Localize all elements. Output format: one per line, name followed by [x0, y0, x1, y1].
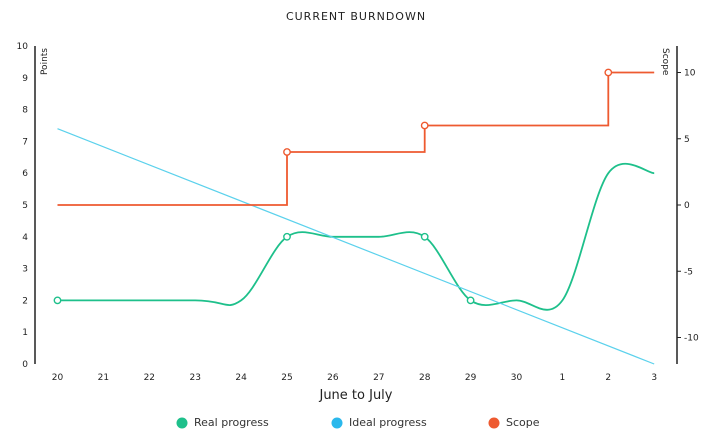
x-tick-label: 22 [144, 373, 155, 383]
x-tick-label: 29 [465, 373, 477, 383]
scope-line [57, 71, 655, 206]
left-y-tick-label: 8 [22, 106, 28, 116]
right-y-tick-label: -5 [684, 267, 693, 277]
real-progress-point[interactable] [283, 232, 291, 241]
scope-point[interactable] [604, 68, 613, 77]
x-tick-label: 27 [373, 373, 384, 383]
left-y-tick-label: 3 [22, 265, 28, 275]
scope-point[interactable] [420, 121, 429, 130]
left-y-tick-label: 7 [22, 137, 28, 147]
right-y-tick-labels: -10 -5 0 5 10 [677, 69, 699, 344]
ideal-progress-line [57, 128, 655, 365]
left-y-tick-label: 0 [22, 360, 28, 370]
x-tick-label: 2 [605, 373, 611, 383]
x-tick-label: 23 [189, 373, 200, 383]
x-tick-label: 25 [281, 373, 292, 383]
x-tick-label: 1 [560, 373, 566, 383]
left-y-tick-label: 9 [22, 74, 28, 84]
legend: Real progress Ideal progress Scope [176, 416, 540, 429]
series-layer [53, 68, 655, 365]
x-tick-labels: 20 21 22 23 24 25 26 27 28 29 30 1 2 3 [52, 373, 657, 383]
x-tick-label: 3 [651, 373, 657, 383]
legend-scope-label[interactable]: Scope [506, 416, 540, 429]
x-tick-label: 24 [235, 373, 247, 383]
x-axis-label: June to July [318, 388, 392, 403]
left-y-tick-label: 2 [22, 296, 28, 306]
real-progress-point[interactable] [466, 296, 475, 305]
left-y-tick-label: 4 [22, 233, 28, 243]
right-y-tick-label: 0 [684, 201, 690, 211]
x-tick-label: 21 [98, 373, 109, 383]
left-y-tick-label: 1 [22, 328, 28, 338]
real-progress-line [57, 162, 655, 311]
chart-title: CURRENT BURNDOWN [286, 10, 426, 23]
legend-scope-swatch[interactable] [488, 417, 500, 429]
right-y-tick-label: 5 [684, 135, 690, 145]
real-progress-point[interactable] [420, 232, 429, 241]
legend-ideal-progress-label[interactable]: Ideal progress [349, 416, 427, 429]
left-y-tick-label: 5 [22, 201, 28, 211]
x-tick-label: 20 [52, 373, 64, 383]
right-y-tick-label: -10 [684, 334, 699, 344]
legend-real-progress-swatch[interactable] [176, 417, 188, 429]
left-y-tick-label: 6 [22, 169, 28, 179]
left-y-tick-label: 10 [17, 42, 29, 52]
left-y-tick-labels: 0 1 2 3 4 5 6 7 8 9 10 [17, 42, 29, 370]
right-y-axis-label: Scope [660, 48, 670, 76]
left-y-axis-label: Points [40, 48, 50, 75]
real-progress-point[interactable] [53, 296, 62, 305]
x-tick-label: 28 [419, 373, 431, 383]
x-tick-label: 30 [511, 373, 523, 383]
right-y-tick-label: 10 [684, 69, 696, 79]
x-tick-label: 26 [327, 373, 339, 383]
legend-real-progress-label[interactable]: Real progress [194, 416, 269, 429]
legend-ideal-progress-swatch[interactable] [331, 417, 343, 429]
scope-point[interactable] [283, 148, 291, 156]
